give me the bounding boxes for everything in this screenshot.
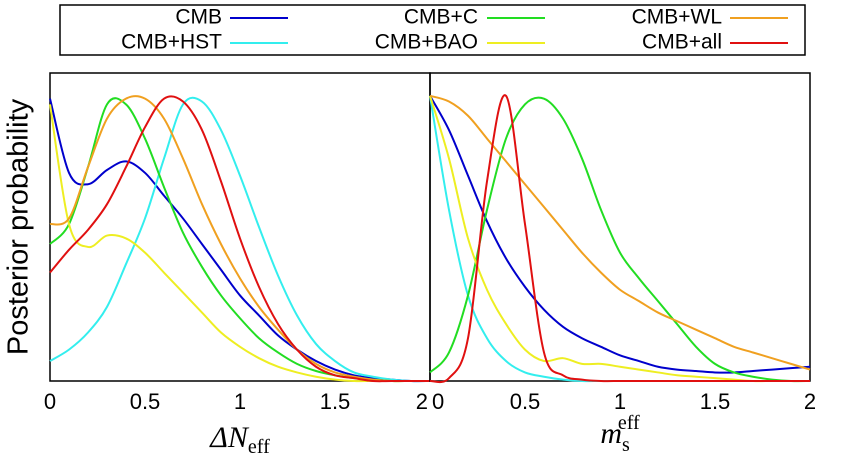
data-line [429,94,811,371]
legend-label: CMB+HST [121,31,222,54]
x-tick-label: 0.5 [510,389,541,414]
x-tick-label: 1.5 [700,389,731,414]
x-tick-label: 0.5 [130,389,161,414]
legend-label: CMB+WL [632,6,722,29]
x-tick-label: 2 [804,389,816,414]
data-line [429,95,811,374]
x-axis-label: mseff [600,412,640,456]
x-axis-label-sub: eff [248,436,270,458]
y-axis-label: Posterior probability [3,98,35,355]
x-tick-label: 0 [432,389,444,414]
data-line [49,95,430,383]
plot-frame [429,72,811,382]
x-tick-label: 1.5 [320,389,351,414]
data-line [49,98,431,383]
x-axis-label-main: m [600,417,622,450]
x-tick-label: 1 [234,389,246,414]
legend-label: CMB+C [404,6,478,29]
x-axis-label-sub: s [622,434,630,456]
x-axis-label-sup: eff [618,412,640,434]
x-tick-label: 1 [614,389,626,414]
x-tick-label: 0 [44,389,56,414]
x-axis-label: ΔNeff [209,421,270,458]
x-axis-label-main: ΔN [209,421,250,454]
data-line [49,95,430,383]
data-line [49,104,430,383]
legend-label: CMB+BAO [375,31,478,54]
data-line [429,94,810,384]
data-line [49,96,431,383]
x-tick-label: 2 [416,389,428,414]
legend-label: CMB [175,6,222,29]
legend-label: CMB+all [642,31,722,54]
data-line [429,96,811,383]
legend-box [59,4,806,56]
